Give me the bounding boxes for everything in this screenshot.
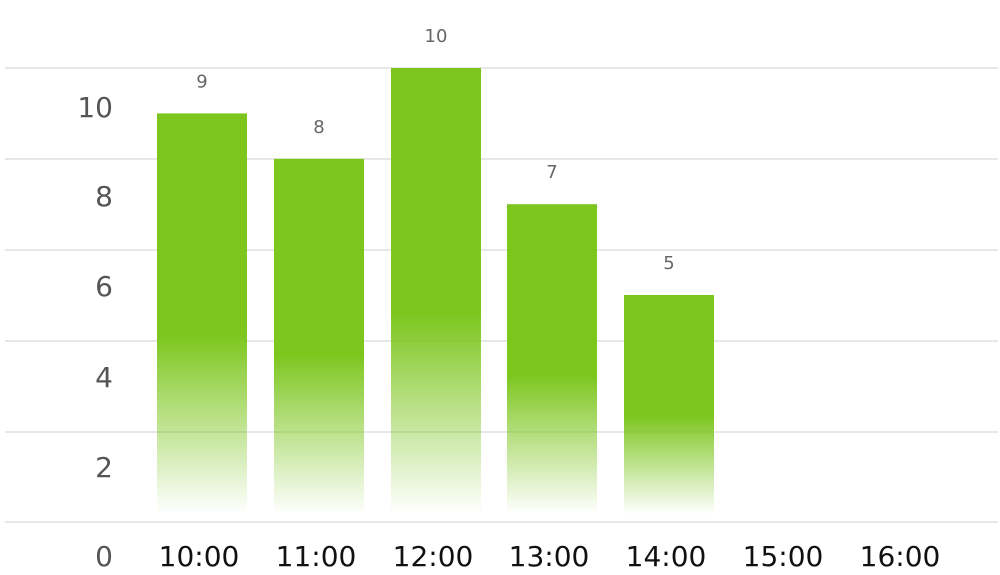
grid-lines bbox=[5, 67, 998, 523]
y-tick-label: 8 bbox=[95, 180, 113, 213]
y-tick-label: 4 bbox=[95, 361, 113, 394]
x-axis-ticks: 10:00 11:00 12:00 13:00 14:00 15:00 16:00 bbox=[159, 540, 941, 573]
y-axis-ticks: 0 2 4 6 8 10 bbox=[77, 91, 113, 573]
bars bbox=[157, 68, 714, 515]
bar-1400 bbox=[624, 295, 714, 514]
bar-1200 bbox=[391, 68, 481, 514]
x-tick-label: 16:00 bbox=[860, 540, 941, 573]
x-tick-label: 14:00 bbox=[626, 540, 707, 573]
x-tick-label: 13:00 bbox=[509, 540, 590, 573]
y-tick-label: 0 bbox=[95, 540, 113, 573]
bar-1300 bbox=[507, 204, 597, 514]
data-label: 5 bbox=[663, 253, 674, 274]
y-tick-label: 2 bbox=[95, 451, 113, 484]
data-label: 8 bbox=[313, 117, 324, 138]
bar-1100 bbox=[274, 158, 364, 515]
data-label: 10 bbox=[425, 26, 448, 47]
data-label: 9 bbox=[196, 71, 207, 92]
bar-1000 bbox=[157, 113, 247, 515]
data-labels: 9 8 10 7 5 bbox=[196, 26, 674, 274]
x-tick-label: 12:00 bbox=[393, 540, 474, 573]
x-tick-label: 15:00 bbox=[743, 540, 824, 573]
x-tick-label: 10:00 bbox=[159, 540, 240, 573]
y-tick-label: 10 bbox=[77, 91, 113, 124]
data-label: 7 bbox=[546, 162, 557, 183]
y-tick-label: 6 bbox=[95, 270, 113, 303]
x-tick-label: 11:00 bbox=[276, 540, 357, 573]
